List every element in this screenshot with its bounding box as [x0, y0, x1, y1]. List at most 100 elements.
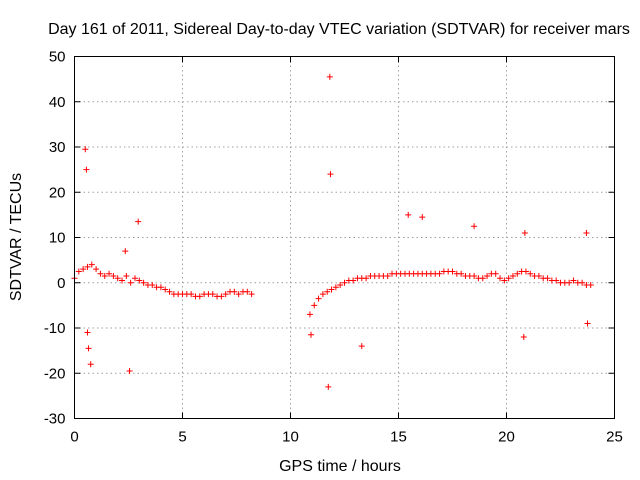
data-point [363, 275, 370, 282]
data-point [126, 367, 133, 374]
data-point [114, 275, 121, 282]
data-point [110, 272, 117, 279]
data-point [583, 229, 590, 236]
data-point [332, 284, 339, 291]
data-point [358, 343, 365, 350]
data-point [188, 291, 195, 298]
data-point [587, 282, 594, 289]
data-point [122, 248, 129, 255]
data-point [449, 268, 456, 275]
data-point [131, 275, 138, 282]
data-point [509, 272, 516, 279]
data-point [119, 277, 126, 284]
x-tick-label: 0 [70, 429, 78, 446]
data-point [308, 331, 315, 338]
data-point [311, 302, 318, 309]
y-axis-label: SDTVAR / TECUs [8, 173, 25, 301]
data-point [327, 171, 334, 178]
data-point [244, 288, 251, 295]
data-point [579, 279, 586, 286]
data-point [97, 270, 104, 277]
data-point [328, 286, 335, 293]
y-tick-label: 10 [49, 230, 66, 247]
chart-title: Day 161 of 2011, Sidereal Day-to-day VTE… [48, 21, 630, 38]
x-tick-label: 10 [282, 429, 299, 446]
data-point [222, 291, 229, 298]
data-point [514, 270, 521, 277]
data-point [566, 279, 573, 286]
data-point [315, 295, 322, 302]
x-tick-label: 15 [390, 429, 407, 446]
data-point [75, 268, 82, 275]
axis-ticks: 0 5 10 15 20 25 -30 -20 -10 0 10 20 30 40 50 [44, 49, 623, 446]
data-point [522, 268, 529, 275]
data-point [492, 270, 499, 277]
y-tick-label: 20 [49, 184, 66, 201]
y-tick-label: 40 [49, 94, 66, 111]
data-point [209, 291, 216, 298]
x-tick-label: 25 [606, 429, 623, 446]
data-point [497, 275, 504, 282]
data-point [82, 146, 89, 153]
data-point [326, 73, 333, 80]
data-point [405, 211, 412, 218]
data-point [84, 263, 91, 270]
data-point [196, 293, 203, 300]
data-point [85, 345, 92, 352]
data-point [505, 275, 512, 282]
data-point [436, 270, 443, 277]
data-point [458, 270, 465, 277]
data-point [471, 223, 478, 230]
data-point [341, 279, 348, 286]
data-point [149, 282, 156, 289]
data-point [83, 166, 90, 173]
data-point [520, 334, 527, 341]
data-point [584, 320, 591, 327]
data-point [553, 277, 560, 284]
data-point [248, 291, 255, 298]
data-point [325, 383, 332, 390]
data-point [324, 288, 331, 295]
data-point [157, 284, 164, 291]
data-point [88, 261, 95, 268]
data-point [166, 288, 173, 295]
y-tick-label: -20 [44, 365, 66, 382]
data-point [80, 266, 87, 273]
data-point [235, 291, 242, 298]
grid-lines [74, 56, 615, 419]
data-point [570, 277, 577, 284]
data-point [521, 229, 528, 236]
data-point [127, 279, 134, 286]
x-tick-label: 20 [498, 429, 515, 446]
y-tick-label: -30 [44, 411, 66, 428]
data-point [471, 272, 478, 279]
data-point [501, 277, 508, 284]
y-tick-label: 30 [49, 139, 66, 156]
x-tick-label: 5 [178, 429, 186, 446]
y-tick-label: 0 [57, 275, 65, 292]
data-point [106, 270, 113, 277]
data-point [384, 272, 391, 279]
data-point [162, 286, 169, 293]
data-point [218, 293, 225, 300]
data-point [93, 266, 100, 273]
data-point [87, 361, 94, 368]
data-point [123, 272, 130, 279]
data-point [306, 311, 313, 318]
data-point [337, 282, 344, 289]
y-tick-label: 50 [49, 49, 66, 66]
data-point [319, 291, 326, 298]
data-point [527, 270, 534, 277]
data-point [136, 277, 143, 284]
data-point [419, 214, 426, 221]
data-point [479, 275, 486, 282]
data-point [535, 272, 542, 279]
data-point [544, 275, 551, 282]
y-tick-label: -10 [44, 320, 66, 337]
data-point [135, 218, 142, 225]
scatter-points [71, 73, 594, 390]
data-point [484, 272, 491, 279]
x-axis-label: GPS time / hours [279, 458, 401, 475]
data-point [140, 279, 147, 286]
